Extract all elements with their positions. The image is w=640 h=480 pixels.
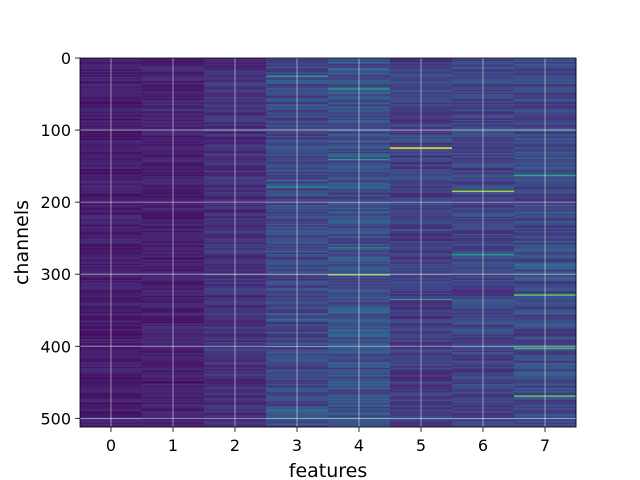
y-axis-ticks: 0 100 200 300 400 500 — [40, 49, 80, 428]
x-axis-label: features — [289, 460, 368, 480]
y-tick-label: 0 — [61, 49, 71, 68]
plot-frame — [79, 57, 577, 428]
y-tick-label: 100 — [40, 121, 71, 140]
x-tick-label: 4 — [354, 436, 364, 455]
x-tick-label: 2 — [230, 436, 240, 455]
x-tick-label: 0 — [106, 436, 116, 455]
grid-lines — [80, 57, 576, 427]
y-axis-label: channels — [11, 200, 33, 285]
heatmap-cells — [80, 58, 577, 428]
x-tick-label: 6 — [478, 436, 488, 455]
y-tick-label: 400 — [40, 337, 71, 356]
x-tick-label: 5 — [416, 436, 426, 455]
x-tick-label: 3 — [292, 436, 302, 455]
y-tick-label: 300 — [40, 265, 71, 284]
x-tick-label: 1 — [168, 436, 178, 455]
x-tick-label: 7 — [540, 436, 550, 455]
x-axis-ticks: 0 1 2 3 4 5 6 7 — [106, 427, 550, 455]
y-tick-label: 500 — [40, 409, 71, 428]
y-tick-label: 200 — [40, 193, 71, 212]
